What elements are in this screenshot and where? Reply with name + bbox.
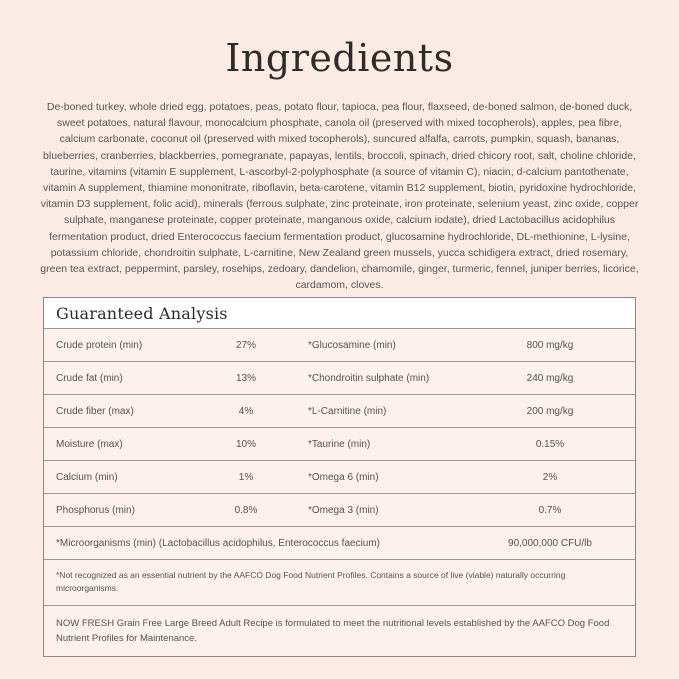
nutrient-value: 240 mg/kg bbox=[526, 372, 574, 384]
nutrient-label: *Microorganisms (min) (Lactobacillus aci… bbox=[56, 537, 381, 549]
nutrient-label: Crude protein (min) bbox=[56, 339, 143, 351]
nutrient-label: *Glucosamine (min) bbox=[308, 339, 396, 351]
analysis-row-phosphorus: Phosphorus (min) 0.8% *Omega 3 (min) 0.7… bbox=[44, 493, 635, 526]
nutrient-value: 0.15% bbox=[535, 438, 565, 450]
nutrient-value: 0.7% bbox=[538, 504, 562, 516]
analysis-row-microorganisms: *Microorganisms (min) (Lactobacillus aci… bbox=[44, 526, 635, 559]
nutrient-value: 10% bbox=[235, 438, 256, 450]
nutrient-label: Crude fat (min) bbox=[56, 372, 123, 384]
nutrient-value: 13% bbox=[235, 372, 256, 384]
analysis-row-crude-fat: Crude fat (min) 13% *Chondroitin sulphat… bbox=[44, 361, 635, 394]
nutrient-label: *L-Carnitine (min) bbox=[308, 405, 387, 417]
analysis-row-moisture: Moisture (max) 10% *Taurine (min) 0.15% bbox=[44, 427, 635, 460]
ingredients-paragraph: De-boned turkey, whole dried egg, potato… bbox=[40, 101, 639, 292]
analysis-row-crude-fiber: Crude fiber (max) 4% *L-Carnitine (min) … bbox=[44, 394, 635, 427]
nutrient-label: Phosphorus (min) bbox=[56, 504, 135, 516]
analysis-row-calcium: Calcium (min) 1% *Omega 6 (min) 2% bbox=[44, 460, 635, 493]
guaranteed-analysis-heading: Guaranteed Analysis bbox=[44, 298, 635, 328]
aafco-footnote: *Not recognized as an essential nutrient… bbox=[44, 559, 635, 605]
nutrient-value: 800 mg/kg bbox=[526, 339, 574, 351]
nutrient-label: *Chondroitin sulphate (min) bbox=[308, 372, 430, 384]
nutrient-value: 4% bbox=[238, 405, 254, 417]
guaranteed-analysis-table: Guaranteed Analysis Crude protein (min) … bbox=[43, 297, 636, 657]
nutrient-value: 27% bbox=[235, 339, 256, 351]
nutrient-value: 2% bbox=[542, 471, 558, 483]
nutrient-value: 90,000,000 CFU/lb bbox=[508, 537, 592, 549]
nutrient-label: Calcium (min) bbox=[56, 471, 118, 483]
nutrient-label: *Taurine (min) bbox=[308, 438, 371, 450]
nutrient-label: Crude fiber (max) bbox=[56, 405, 134, 417]
nutrient-label: Moisture (max) bbox=[56, 438, 123, 450]
nutrient-value: 1% bbox=[238, 471, 254, 483]
nutrient-label: *Omega 3 (min) bbox=[308, 504, 379, 516]
analysis-row-crude-protein: Crude protein (min) 27% *Glucosamine (mi… bbox=[44, 328, 635, 361]
nutrient-label: *Omega 6 (min) bbox=[308, 471, 379, 483]
nutrient-value: 200 mg/kg bbox=[526, 405, 574, 417]
page-title: Ingredients bbox=[225, 36, 454, 80]
nutrient-value: 0.8% bbox=[234, 504, 258, 516]
formulation-statement: NOW FRESH Grain Free Large Breed Adult R… bbox=[44, 605, 635, 656]
